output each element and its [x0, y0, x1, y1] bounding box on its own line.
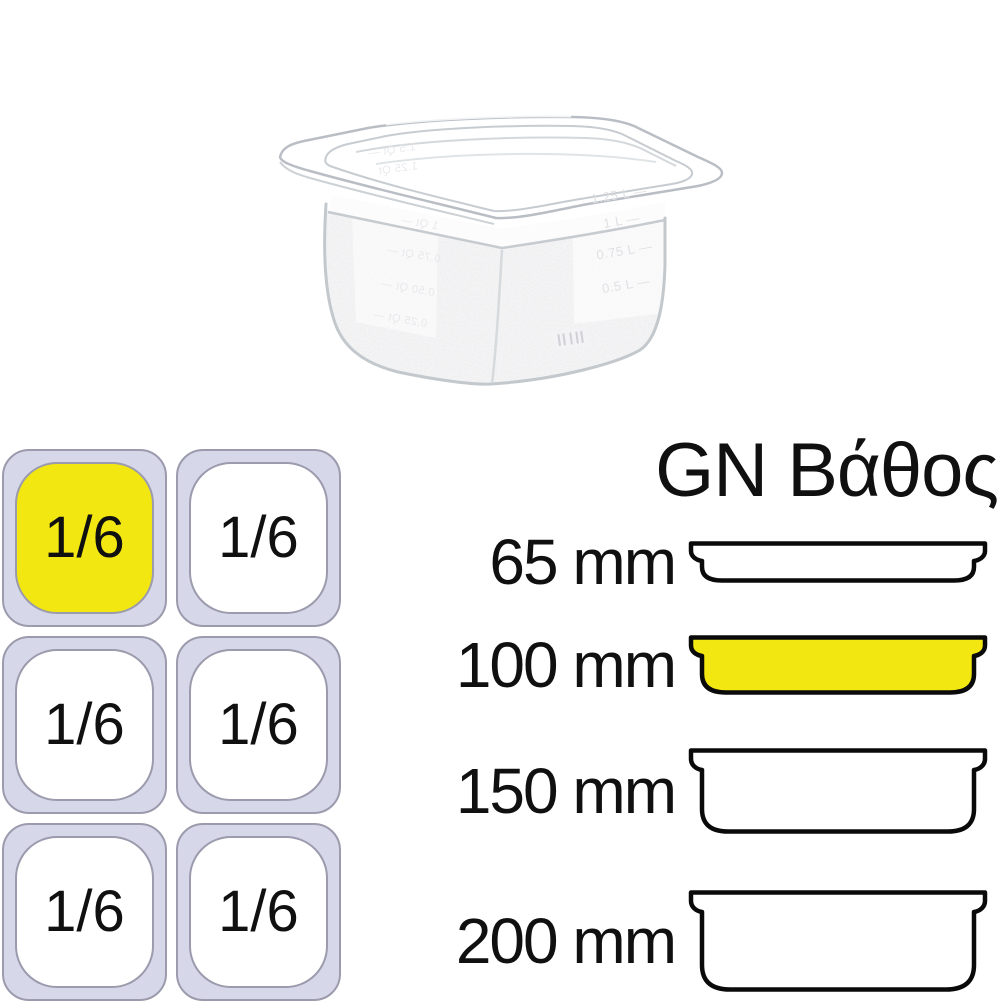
depth-option-200mm[interactable]: 200 mm [420, 888, 988, 994]
size-option-label: 1/6 [218, 692, 299, 757]
size-option-label: 1/6 [218, 505, 299, 570]
size-option-label: 1/6 [44, 879, 125, 944]
depth-option-150mm[interactable]: 150 mm [420, 746, 988, 836]
size-option-label: 1/6 [44, 692, 125, 757]
pan-rim-thickness [279, 161, 495, 225]
size-option-highlight: 1/6 [15, 649, 154, 801]
size-option-1-6[interactable]: 1/6 [2, 636, 167, 814]
volume-markings-litres: 1.25 L — 1 L — 0.75 L — 0.5 L — [590, 183, 653, 297]
depth-option-label: 100 mm [455, 629, 677, 701]
product-photo-gn-pan: 1.25 L — 1 L — 0.75 L — 0.5 L — 1 Qt — 0… [278, 114, 724, 386]
pan-opening-wall [355, 136, 677, 167]
size-option-1-6[interactable]: 1/6 [2, 823, 167, 1001]
size-option-1-6[interactable]: 1/6 [2, 449, 167, 627]
size-option-highlight: 1/6 [189, 462, 328, 614]
depth-option-label: 65 mm [489, 526, 677, 598]
volume-marking: 1 L — [602, 210, 641, 231]
collar-line [327, 210, 666, 250]
marking-window-left [352, 214, 438, 338]
size-option-1-6[interactable]: 1/6 [176, 449, 341, 627]
depth-option-65mm[interactable]: 65 mm [420, 526, 988, 598]
size-grid: 1/6 1/6 1/6 1/6 1/6 1/6 [2, 449, 341, 1001]
size-option-highlight: 1/6 [15, 836, 154, 988]
size-option-highlight: 1/6 [15, 462, 154, 614]
size-option-highlight: 1/6 [189, 649, 328, 801]
size-option-highlight: 1/6 [189, 836, 328, 988]
pan-body-outline [323, 202, 667, 386]
pan-profile-icon [688, 635, 988, 695]
depth-option-label: 150 mm [455, 755, 677, 827]
volume-marking: 1.5 Qt — [367, 141, 416, 160]
depth-panel-title: GN Βάθος [655, 428, 999, 513]
pan-profile-icon [688, 748, 988, 834]
size-option-label: 1/6 [44, 505, 125, 570]
size-option-1-6[interactable]: 1/6 [176, 636, 341, 814]
pan-rim-inner [324, 124, 694, 213]
pan-profile-icon [688, 890, 988, 992]
volume-marking: 1.25 Qt [378, 160, 419, 177]
size-option-1-6[interactable]: 1/6 [176, 823, 341, 1001]
rim-highlight [385, 114, 572, 126]
pan-front-edge [490, 249, 504, 384]
size-option-label: 1/6 [218, 879, 299, 944]
pan-inner-bottom [375, 152, 657, 165]
mould-stamp [552, 327, 589, 350]
pan-profile-icon [688, 541, 988, 583]
depth-option-100mm[interactable]: 100 mm [420, 629, 988, 701]
depth-option-label: 200 mm [455, 905, 677, 977]
